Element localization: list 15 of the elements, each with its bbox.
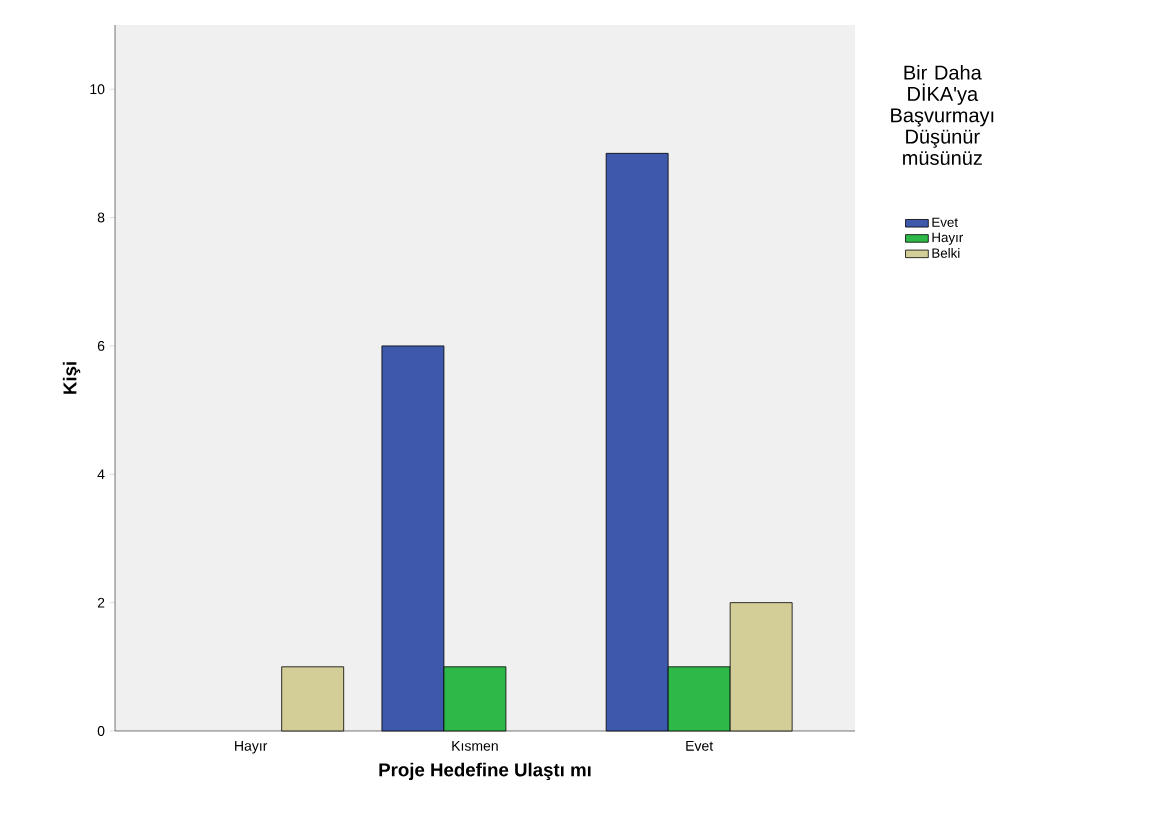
legend-title: Bir Daha DİKA'ya Başvurmayı Düşünür müsünüz	[891, 65, 994, 166]
y-tick-label: 2	[97, 597, 105, 608]
y-tick-label: 4	[97, 469, 105, 480]
y-tick-label: 8	[97, 212, 105, 223]
x-tick-label: Evet	[686, 741, 714, 751]
y-tick-label: 6	[97, 340, 105, 351]
x-tick-label: Hayır	[235, 741, 268, 754]
legend-label: Belki	[932, 248, 960, 258]
y-tick-label: 10	[90, 84, 105, 95]
x-axis-title: Proje Hedefine Ulaştı mı	[379, 762, 591, 781]
legend-label: Evet	[932, 217, 958, 227]
legend-label: Hayır	[932, 232, 964, 245]
y-axis-title: Kişi	[62, 362, 81, 394]
x-tick-label: Kısmen	[452, 741, 498, 751]
y-tick-label: 0	[97, 726, 105, 736]
